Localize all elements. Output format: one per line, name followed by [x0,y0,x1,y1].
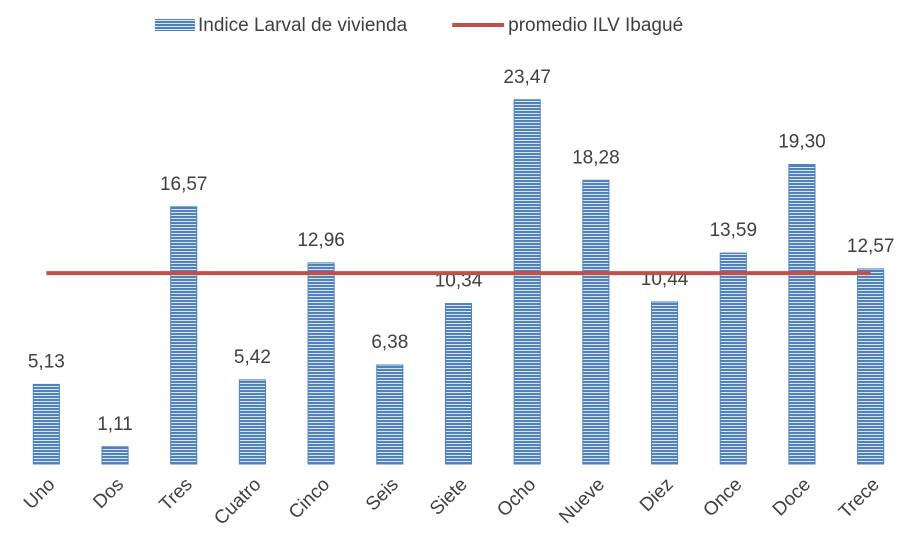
bar [857,268,885,465]
x-tick-label: Seis [362,474,403,515]
x-tick-label: Doce [769,474,815,520]
data-label: 5,13 [28,351,65,372]
data-label: 16,57 [160,174,208,195]
bar [582,179,610,465]
bar [719,252,747,465]
data-label: 23,47 [503,67,551,88]
legend-label: promedio ILV Ibagué [508,15,683,36]
bar [376,364,404,465]
bar [170,206,198,465]
x-tick-label: Uno [20,474,59,513]
data-label: 18,28 [572,147,620,168]
bar [238,379,266,465]
data-label: 19,30 [778,131,826,152]
bar [513,99,541,465]
x-tick-label: Ocho [493,474,540,521]
bar [307,262,335,465]
data-label: 10,34 [435,271,483,292]
data-label: 12,57 [847,236,895,257]
bar [32,383,60,465]
x-tick-label: Cuatro [210,474,265,529]
bar [444,303,473,465]
x-tick-label: Nueve [555,474,609,528]
data-label: 6,38 [371,332,408,353]
x-tick-label: Siete [426,474,471,519]
bar [651,301,679,465]
x-tick-label: Once [699,474,746,521]
x-tick-label: Trece [835,474,884,523]
legend-swatch [155,19,195,31]
x-tick-label: Dos [89,474,128,513]
data-label: 5,42 [234,347,271,368]
x-tick-label: Tres [156,474,197,515]
x-tick-label: Cinco [285,474,334,523]
x-tick-label: Diez [636,474,678,516]
bar [101,446,129,465]
data-label: 12,96 [297,230,345,251]
bar [788,163,816,465]
data-label: 1,11 [97,414,133,435]
data-label: 13,59 [709,220,757,241]
legend-label: Indice Larval de vivienda [198,15,408,36]
